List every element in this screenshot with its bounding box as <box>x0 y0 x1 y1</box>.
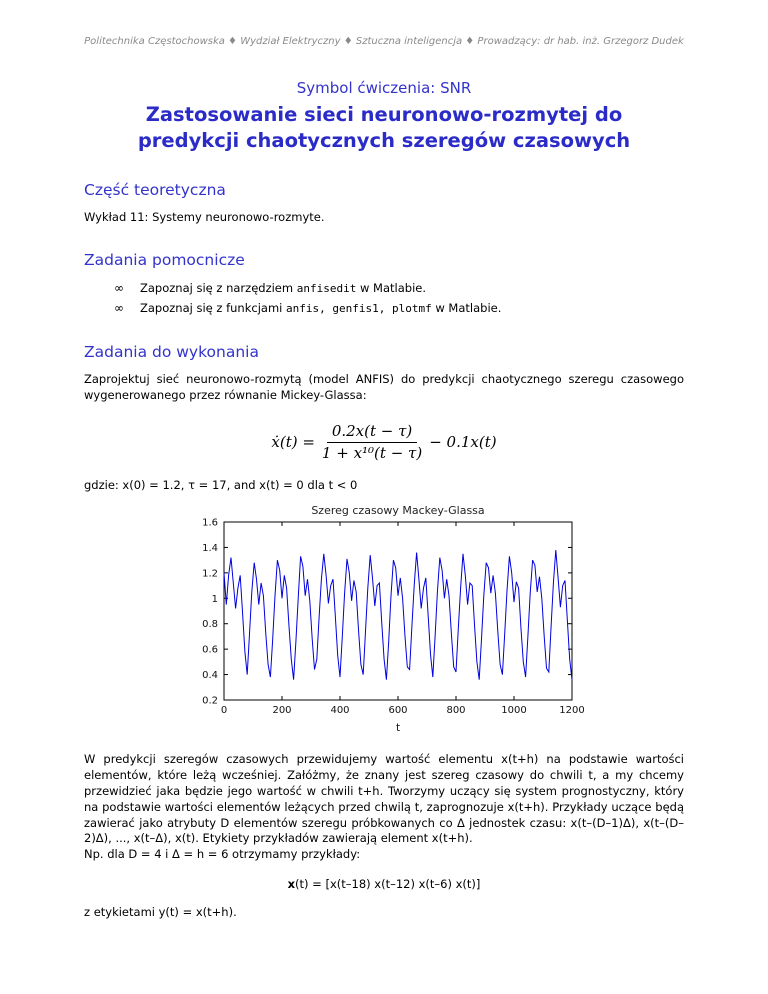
aux-item-suffix: w Matlabie. <box>431 301 502 316</box>
example-vector-equation: x(t) = [x(t–18) x(t–12) x(t–6) x(t)] <box>84 877 684 891</box>
svg-text:1.2: 1.2 <box>202 569 218 580</box>
svg-text:800: 800 <box>446 705 465 716</box>
vector-definition: (t) = [x(t–18) x(t–12) x(t–6) x(t)] <box>295 877 481 892</box>
aux-item-suffix: w Matlabie. <box>356 281 427 296</box>
svg-text:0.2: 0.2 <box>202 696 218 707</box>
svg-text:1.4: 1.4 <box>202 543 218 554</box>
document-title: Zastosowanie sieci neuronowo-rozmytej do… <box>84 102 684 155</box>
document-header: Politechnika Częstochowska ♦ Wydział Ele… <box>84 36 684 47</box>
code-anfisedit: anfisedit <box>296 282 357 296</box>
document-title-line2: predykcji chaotycznych szeregów czasowyc… <box>137 129 631 153</box>
prediction-paragraph: W predykcji szeregów czasowych przewiduj… <box>84 752 684 846</box>
theory-body: Wykład 11: Systemy neuronowo-rozmyte. <box>84 209 325 224</box>
aux-task-list: ∞ Zapoznaj się z narzędziem anfisedit w … <box>84 280 684 317</box>
mackey-glass-equation: ẋ(t) = 0.2x(t − τ) 1 + x¹⁰(t − τ) − 0.1x… <box>84 422 684 463</box>
exercise-symbol-line: Symbol ćwiczenia: SNR <box>296 79 472 97</box>
infinity-bullet-icon: ∞ <box>114 301 124 316</box>
svg-text:600: 600 <box>388 705 407 716</box>
equation-fraction: 0.2x(t − τ) 1 + x¹⁰(t − τ) <box>322 422 422 463</box>
list-item: ∞ Zapoznaj się z narzędziem anfisedit w … <box>114 280 684 297</box>
list-item: ∞ Zapoznaj się z funkcjami anfis, genfis… <box>114 300 684 317</box>
aux-item-text: Zapoznaj się z funkcjami anfis, genfis1,… <box>140 300 501 316</box>
example-intro-line: Np. dla D = 4 i Δ = h = 6 otrzymamy przy… <box>84 847 361 862</box>
chart-title: Szereg czasowy Mackey-Glassa <box>311 504 484 517</box>
mackey-glass-chart: Szereg czasowy Mackey-Glassa t 0 200 400 60… <box>202 504 585 734</box>
equation-denominator: 1 + x¹⁰(t − τ) <box>321 443 423 462</box>
svg-text:0: 0 <box>221 705 227 716</box>
svg-text:0.8: 0.8 <box>202 619 218 630</box>
initial-conditions-line: gdzie: x(0) = 1.2, τ = 17, and x(t) = 0 … <box>84 478 358 493</box>
section-heading-theory: Część teoretyczna <box>84 180 226 199</box>
document-title-line1: Zastosowanie sieci neuronowo-rozmytej do <box>145 103 623 126</box>
aux-item-prefix: Zapoznaj się z funkcjami <box>140 301 286 316</box>
svg-text:1000: 1000 <box>501 705 526 716</box>
svg-text:1: 1 <box>212 594 218 605</box>
chart-xlabel: t <box>396 722 400 734</box>
svg-text:0.6: 0.6 <box>202 645 218 656</box>
aux-item-prefix: Zapoznaj się z narzędziem <box>140 281 297 296</box>
mackey-glass-figure: Szereg czasowy Mackey-Glassa t 0 200 400 60… <box>174 504 594 736</box>
svg-text:1200: 1200 <box>559 705 584 716</box>
section-heading-tasks: Zadania do wykonania <box>84 343 259 362</box>
vector-symbol: x <box>287 877 296 892</box>
svg-text:0.4: 0.4 <box>202 670 218 681</box>
infinity-bullet-icon: ∞ <box>114 281 124 296</box>
tasks-intro-paragraph: Zaprojektuj sieć neuronowo-rozmytą (mode… <box>84 372 684 402</box>
equation-lhs: ẋ(t) = <box>271 433 315 452</box>
section-heading-aux: Zadania pomocnicze <box>84 251 245 270</box>
equation-numerator: 0.2x(t − τ) <box>326 422 418 443</box>
equation-rhs: − 0.1x(t) <box>429 433 497 452</box>
svg-text:400: 400 <box>330 705 349 716</box>
svg-text:1.6: 1.6 <box>202 518 218 529</box>
svg-text:200: 200 <box>272 705 291 716</box>
aux-item-text: Zapoznaj się z narzędziem anfisedit w Ma… <box>140 280 426 296</box>
code-anfis-functions: anfis, genfis1, plotmf <box>286 302 432 316</box>
labels-line: z etykietami y(t) = x(t+h). <box>84 905 237 920</box>
